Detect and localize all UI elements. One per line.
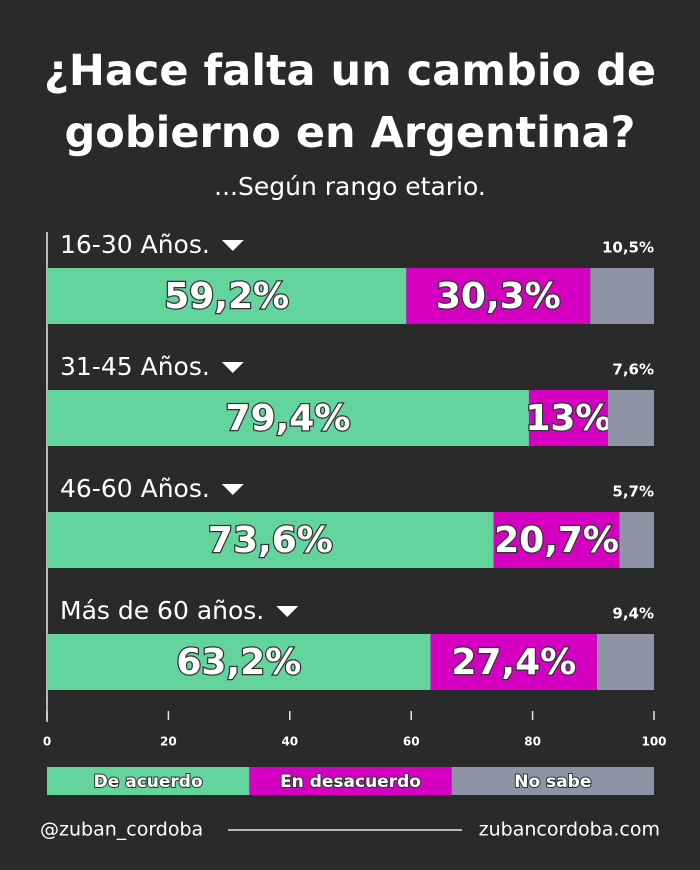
bar-segment: [47, 512, 494, 568]
value-label: 27,4%: [451, 642, 576, 683]
bar-segment: [590, 268, 654, 324]
value-label: 13%: [525, 398, 611, 439]
dropdown-triangle: [221, 484, 244, 495]
legend-swatch: [451, 767, 654, 795]
value-label: 10,5%: [602, 239, 654, 257]
value-label: 63,2%: [176, 642, 301, 683]
dropdown-triangle: [221, 240, 244, 251]
x-tick-label: 40: [281, 735, 298, 749]
bar-segment: [47, 390, 529, 446]
bar-segment: [607, 390, 654, 446]
category-label: 31-45 Años.: [60, 352, 210, 381]
legend-label: No sabe: [514, 772, 591, 792]
value-label: 5,7%: [612, 483, 654, 501]
value-label: 79,4%: [226, 398, 351, 439]
value-label: 9,4%: [612, 605, 654, 623]
x-tick-label: 80: [524, 735, 541, 749]
bar-segment: [406, 268, 591, 324]
category-label: 46-60 Años.: [60, 474, 210, 503]
dropdown-triangle: [276, 606, 299, 617]
bar-segment: [47, 268, 407, 324]
chart-title: ¿Hace falta un cambio de gobierno en Arg…: [43, 46, 657, 158]
chart-subtitle: ...Según rango etario.: [214, 172, 486, 201]
legend-swatch: [249, 767, 452, 795]
value-label: 73,6%: [208, 520, 333, 561]
bar-segment: [619, 512, 654, 568]
x-tick-label: 0: [43, 735, 51, 749]
legend-label: De acuerdo: [94, 772, 203, 792]
category-label: Más de 60 años.: [60, 596, 264, 625]
category-label: 16-30 Años.: [60, 230, 210, 259]
x-tick-label: 60: [403, 735, 420, 749]
legend-swatch: [47, 767, 250, 795]
x-tick-label: 100: [641, 735, 666, 749]
bar-segment: [430, 634, 597, 690]
dropdown-triangle: [221, 362, 244, 373]
value-label: 20,7%: [494, 520, 619, 561]
bar-segment: [528, 390, 608, 446]
x-tick-label: 20: [160, 735, 177, 749]
footer-website: zubancordoba.com: [479, 819, 660, 841]
bar-segment: [596, 634, 654, 690]
value-label: 30,3%: [436, 276, 561, 317]
value-label: 59,2%: [164, 276, 289, 317]
footer-handle: @zuban_cordoba: [40, 819, 203, 841]
bar-segment: [47, 634, 431, 690]
value-label: 7,6%: [612, 361, 654, 379]
legend-label: En desacuerdo: [280, 772, 421, 792]
bar-segment: [493, 512, 620, 568]
